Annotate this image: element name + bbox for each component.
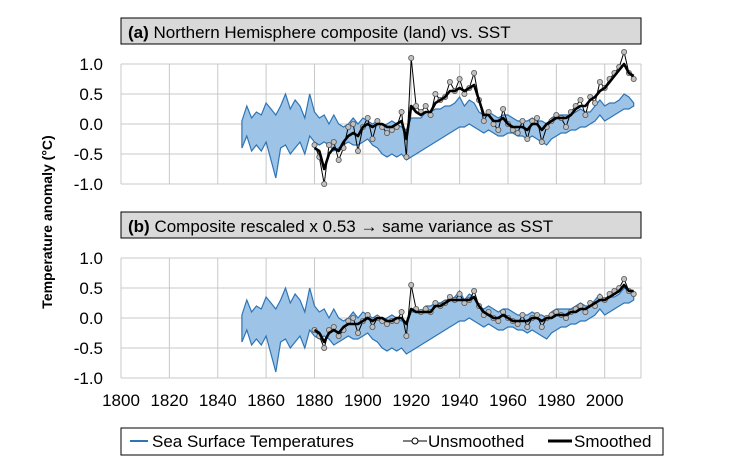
panel-a-unsmoothed-point: [519, 118, 526, 125]
panel-a-unsmoothed-point: [630, 76, 637, 83]
legend-sst-label: Sea Surface Temperatures: [152, 432, 354, 451]
panel-a-unsmoothed-point: [398, 109, 405, 116]
panel-b-y-tick-0: 1.0: [79, 249, 103, 268]
legend-unsmoothed-label: Unsmoothed: [428, 432, 524, 451]
panel-a-label: (a): [128, 23, 149, 42]
panel-a-unsmoothed-point: [524, 135, 531, 142]
panel-b-unsmoothed-point: [398, 308, 405, 315]
x-tick-9: 1980: [537, 391, 575, 410]
legend-box: [120, 427, 664, 456]
x-tick-4: 1880: [296, 391, 334, 410]
panel-a-unsmoothed-point: [383, 129, 390, 136]
panel-b-y-tick-1: 0.5: [79, 279, 103, 298]
panel-a-unsmoothed-point: [345, 124, 352, 131]
panel-a-unsmoothed-point: [354, 147, 361, 154]
panel-b-unsmoothed-point: [369, 323, 376, 330]
panel-a-unsmoothed-point: [422, 103, 429, 110]
panel-a-unsmoothed-point: [364, 115, 371, 122]
panel-a-unsmoothed-point: [456, 76, 463, 83]
x-tick-10: 2000: [586, 391, 624, 410]
panel-a-y-tick-2: 0.0: [79, 115, 103, 134]
panel-b-sst-area: [241, 286, 635, 373]
panel-a: (a) Northern Hemisphere composite (land)…: [74, 17, 642, 194]
panel-b-title: Composite rescaled x 0.53 → same varianc…: [154, 217, 553, 236]
y-axis-label: Temperature anomaly (°C): [39, 135, 55, 308]
panel-a-unsmoothed-point: [432, 91, 439, 98]
panel-a-unsmoothed-point: [350, 121, 357, 128]
panel-b: (b) Composite rescaled x 0.53 → same var…: [74, 211, 642, 388]
svg-text:(b) Composite rescaled x 0.53: (b) Composite rescaled x 0.53 → same var…: [128, 217, 553, 236]
panel-a-unsmoothed-point: [500, 106, 507, 113]
x-tick-0: 1800: [102, 391, 140, 410]
panel-a-sst-band: [241, 92, 635, 179]
panel-a-unsmoothed-point: [446, 79, 453, 86]
panel-b-unsmoothed-point: [403, 332, 410, 339]
panel-b-unsmoothed-point: [471, 287, 478, 294]
panel-a-y-tick-3: -0.5: [74, 145, 103, 164]
panel-a-smoothed-line: [313, 62, 635, 171]
panel-a-unsmoothed-point: [403, 153, 410, 160]
panel-a-y-tick-0: 1.0: [79, 55, 103, 74]
panel-a-unsmoothed-point: [534, 115, 541, 122]
x-tick-7: 1940: [441, 391, 479, 410]
panel-a-unsmoothed-point: [408, 55, 415, 62]
panel-b-y-tick-labels: 1.0 0.5 0.0 -0.5 -1.0: [74, 249, 103, 388]
panel-b-label: (b): [128, 217, 150, 236]
panel-b-unsmoothed-point: [456, 290, 463, 297]
panel-b-unsmoothed-point: [524, 323, 531, 330]
panel-a-smoothed-series: [313, 62, 635, 171]
panel-a-unsmoothed-point: [330, 138, 337, 145]
x-tick-8: 1960: [489, 391, 527, 410]
panel-b-smoothed-series: [313, 283, 634, 344]
panel-a-unsmoothed-point: [596, 79, 603, 86]
panel-a-unsmoothed-point: [538, 138, 545, 145]
panel-a-unsmoothed-point: [325, 141, 332, 148]
legend-smoothed-label: Smoothed: [574, 432, 652, 451]
panel-a-unsmoothed-point: [471, 70, 478, 77]
panel-b-y-tick-3: -0.5: [74, 339, 103, 358]
svg-text:(a) Northern Hemisphere compos: (a) Northern Hemisphere composite (land)…: [128, 23, 511, 42]
x-tick-3: 1860: [247, 391, 285, 410]
x-tick-labels: 1800 1820 1840 1860 1880 1900 1920 1940 1960 1980…: [102, 391, 624, 410]
panel-a-unsmoothed-point: [621, 49, 628, 56]
panel-a-y-tick-4: -1.0: [74, 175, 103, 194]
x-tick-2: 1840: [199, 391, 237, 410]
panel-a-unsmoothed-point: [495, 127, 502, 134]
panel-a-unsmoothed-point: [413, 103, 420, 110]
panel-a-unsmoothed-point: [335, 156, 342, 163]
panel-b-unsmoothed-point: [408, 281, 415, 288]
x-tick-6: 1920: [392, 391, 430, 410]
panel-a-unsmoothed-point: [321, 180, 328, 187]
x-tick-5: 1900: [344, 391, 382, 410]
panel-a-unsmoothed-point: [563, 124, 570, 131]
panel-a-unsmoothed-point: [369, 135, 376, 142]
panel-a-title: Northern Hemisphere composite (land) vs.…: [154, 23, 511, 42]
panel-a-unsmoothed-point: [577, 97, 584, 104]
panel-b-unsmoothed-point: [350, 314, 357, 321]
panel-a-unsmoothed-point: [582, 112, 589, 119]
panel-a-title-box: [120, 17, 642, 45]
panel-b-unsmoothed-point: [621, 275, 628, 282]
panel-b-smoothed-line: [313, 283, 634, 344]
panel-b-unsmoothed-point: [519, 311, 526, 318]
panel-a-sst-area: [241, 92, 635, 179]
panel-b-y-tick-2: 0.0: [79, 309, 103, 328]
panel-a-unsmoothed-point: [592, 100, 599, 107]
panel-b-sst-band: [241, 286, 635, 373]
panel-b-unsmoothed-point: [538, 323, 545, 330]
panel-a-y-tick-1: 0.5: [79, 85, 103, 104]
panel-a-unsmoothed-point: [311, 141, 318, 148]
panel-b-y-tick-4: -1.0: [74, 369, 103, 388]
panel-b-unsmoothed-point: [321, 344, 328, 351]
panel-a-unsmoothed-point: [480, 118, 487, 125]
panel-b-unsmoothed-point: [354, 329, 361, 336]
legend: Sea Surface Temperatures Unsmoothed Smoo…: [120, 427, 664, 456]
x-tick-1: 1820: [150, 391, 188, 410]
legend-unsmoothed-marker: [411, 437, 419, 445]
panel-a-unsmoothed-point: [514, 129, 521, 136]
panel-a-y-tick-labels: 1.0 0.5 0.0 -0.5 -1.0: [74, 55, 103, 194]
panel-b-title-box: [120, 211, 642, 239]
